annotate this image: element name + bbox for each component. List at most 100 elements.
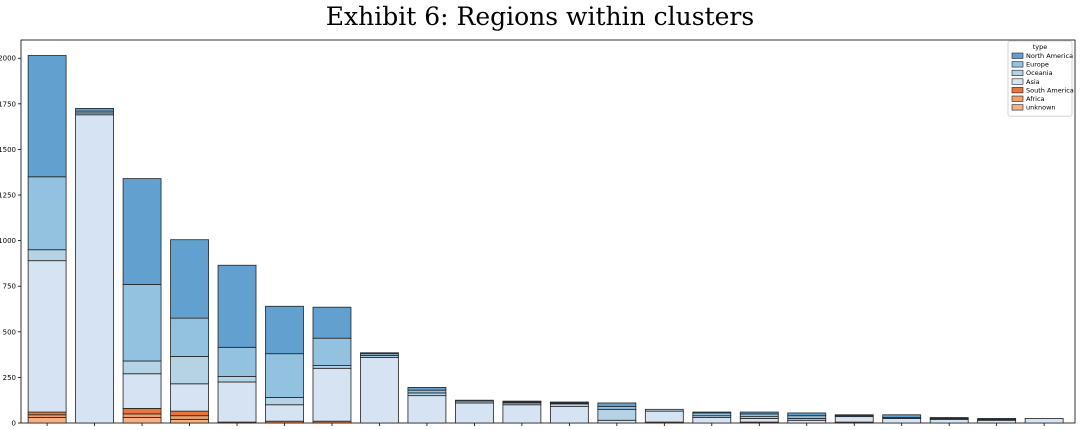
- bar-segment-north-america: [502, 400, 542, 403]
- legend-swatch: [1011, 95, 1024, 102]
- bar-segment-unknown: [170, 418, 209, 424]
- y-tick-label: 0: [12, 420, 16, 428]
- bar-segment-europe: [265, 353, 304, 398]
- bar-segment-asia: [265, 404, 304, 422]
- bar-segment-north-america: [739, 411, 779, 415]
- bar-segment-asia: [787, 419, 827, 424]
- bar-segment-asia: [739, 418, 779, 423]
- bar-segment-asia: [122, 373, 162, 409]
- bar-segment-unknown: [122, 417, 162, 424]
- bar-segment-asia: [549, 406, 589, 424]
- legend-label: North America: [1026, 52, 1073, 60]
- bar-segment-africa: [170, 415, 209, 420]
- bar-segment-oceania: [265, 397, 304, 406]
- bar-segment-south-america: [170, 410, 209, 417]
- bar-segment-north-america: [834, 414, 874, 417]
- bar-segment-europe: [692, 412, 732, 417]
- bar-segment-north-america: [360, 352, 399, 355]
- bar-segment-europe: [170, 317, 209, 357]
- bar-segment-asia: [455, 402, 494, 424]
- bar-segment-north-america: [27, 55, 67, 178]
- legend-box: [1007, 40, 1073, 117]
- y-tick-label: 1250: [0, 192, 16, 200]
- bar-segment-asia: [502, 404, 542, 424]
- bar-segment-asia: [27, 260, 67, 413]
- bar-segment-europe: [739, 413, 779, 418]
- y-tick-label: 1500: [0, 146, 16, 154]
- bar-segment-south-america: [27, 411, 67, 416]
- legend-swatch: [1011, 61, 1024, 68]
- bar-segment-asia: [692, 417, 732, 424]
- bar-segment-asia: [217, 381, 257, 423]
- bar-segment-asia: [170, 383, 209, 412]
- bar-segment-europe: [122, 283, 162, 362]
- legend-swatch: [1011, 104, 1024, 111]
- bar-segment-north-america: [122, 178, 162, 285]
- bar-segment-unknown: [27, 417, 67, 424]
- bar-segment-asia: [312, 367, 352, 422]
- bar-segment-oceania: [407, 392, 447, 397]
- x-axis: [46, 423, 1045, 426]
- legend-label: Europe: [1026, 61, 1049, 69]
- bar-segment-europe: [597, 406, 637, 410]
- legend-label: Asia: [1026, 78, 1040, 86]
- bar-segment-north-america: [217, 264, 257, 348]
- bar-segment-north-america: [692, 411, 732, 414]
- bar-segment-south-america: [122, 408, 162, 415]
- bar-segment-europe: [27, 176, 67, 251]
- bar-segment-north-america: [977, 418, 1017, 420]
- bar-segment-north-america: [75, 107, 114, 112]
- legend-swatch: [1011, 87, 1024, 94]
- bar-segment-europe: [407, 389, 447, 394]
- bar-segment-north-america: [597, 402, 637, 407]
- bar-segment-oceania: [549, 403, 589, 407]
- bar-segment-north-america: [407, 387, 447, 391]
- bar-segment-north-america: [929, 417, 969, 419]
- chart-title: Exhibit 6: Regions within clusters: [325, 2, 755, 31]
- bar-segment-asia: [75, 114, 114, 424]
- y-tick-label: 750: [3, 283, 16, 291]
- bar-segment-oceania: [217, 376, 257, 383]
- legend-label: South America: [1026, 86, 1074, 94]
- bar-segment-oceania: [27, 249, 67, 262]
- bar-segment-asia: [644, 410, 684, 423]
- bar-segment-asia: [834, 416, 874, 423]
- y-tick-label: 500: [3, 328, 16, 336]
- bar-segment-asia: [977, 419, 1017, 424]
- legend-swatch: [1011, 78, 1024, 85]
- legend-label: Oceania: [1026, 69, 1053, 77]
- bar-segment-europe: [455, 399, 494, 402]
- bar-segment-north-america: [787, 412, 827, 417]
- bar-segment-asia: [882, 418, 922, 424]
- bar-segment-oceania: [312, 365, 352, 369]
- bar-segment-north-america: [312, 306, 352, 339]
- bar-segment-asia: [929, 418, 969, 424]
- bar-segment-oceania: [122, 360, 162, 375]
- bar-segment-africa: [122, 413, 162, 418]
- bar-segment-africa: [27, 414, 67, 418]
- bar-segment-asia: [1024, 418, 1064, 424]
- y-tick-label: 1000: [0, 237, 16, 245]
- bar-segment-europe: [787, 415, 827, 419]
- bar-segment-asia: [407, 395, 447, 424]
- legend-label: Africa: [1026, 95, 1045, 103]
- legend-title: type: [1033, 43, 1048, 51]
- y-tick-label: 250: [3, 374, 16, 382]
- bar-segment-north-america: [882, 414, 922, 418]
- y-tick-label: 2000: [0, 55, 16, 63]
- bar-segment-asia: [597, 419, 637, 424]
- bar-segment-europe: [312, 337, 352, 366]
- bar-segment-oceania: [597, 408, 637, 421]
- legend-swatch: [1011, 52, 1024, 59]
- bar-segment-oceania: [170, 356, 209, 385]
- bar-segment-north-america: [265, 305, 304, 355]
- plot-area-frame: [20, 39, 1076, 424]
- bar-segment-europe: [217, 346, 257, 377]
- legend-swatch: [1011, 69, 1024, 76]
- bar-segment-asia: [360, 356, 399, 424]
- bar-segment-oceania: [644, 408, 684, 412]
- bars-group: [27, 55, 1064, 424]
- bar-segment-north-america: [549, 401, 589, 404]
